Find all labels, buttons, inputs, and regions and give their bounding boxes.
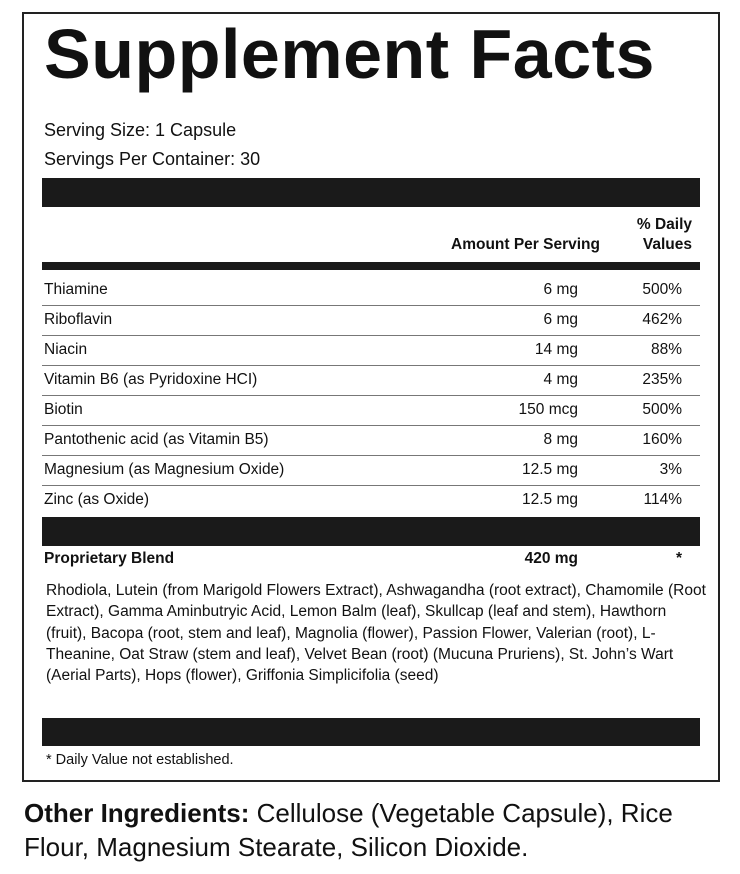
nutrient-dv: 462% — [642, 311, 682, 328]
nutrient-name: Vitamin B6 (as Pyridoxine HCI) — [44, 371, 258, 388]
nutrient-row: Pantothenic acid (as Vitamin B5) 8 mg 160% — [42, 425, 700, 456]
nutrient-name: Zinc (as Oxide) — [44, 491, 150, 508]
nutrient-amount: 8 mg — [543, 431, 578, 448]
nutrient-row: Zinc (as Oxide) 12.5 mg 114% — [42, 485, 700, 515]
blend-dv: * — [675, 550, 682, 567]
blend-name: Proprietary Blend — [44, 550, 175, 567]
nutrient-row: Thiamine 6 mg 500% — [42, 275, 700, 306]
footnote: * Daily Value not established. — [46, 752, 234, 768]
divider-bar — [42, 178, 700, 207]
servings-per-container: Servings Per Container: 30 — [44, 149, 261, 169]
nutrient-amount: 150 mcg — [518, 401, 578, 418]
nutrient-dv: 114% — [643, 491, 683, 508]
divider-bar — [42, 517, 700, 546]
nutrient-row: Biotin 150 mcg 500% — [42, 395, 700, 426]
nutrient-name: Thiamine — [44, 281, 108, 298]
other-ingredients-text: Cellulose (Vegetable Capsule), Rice Flou… — [24, 798, 673, 862]
dv-header-line2: Values — [642, 236, 692, 253]
nutrient-amount: 12.5 mg — [521, 491, 578, 508]
other-ingredients: Other Ingredients: Cellulose (Vegetable … — [24, 796, 724, 864]
nutrient-dv: 500% — [642, 281, 682, 298]
divider-bar — [42, 718, 700, 746]
thick-divider — [42, 262, 700, 270]
dv-header-line1: % Daily — [636, 216, 692, 233]
page-title: Supplement Facts — [44, 15, 655, 93]
facts-panel — [22, 12, 720, 782]
nutrient-amount: 14 mg — [534, 341, 578, 358]
serving-size: Serving Size: 1 Capsule — [44, 120, 237, 140]
nutrient-row: Riboflavin 6 mg 462% — [42, 305, 700, 336]
nutrient-amount: 12.5 mg — [521, 461, 578, 478]
nutrient-name: Pantothenic acid (as Vitamin B5) — [44, 431, 269, 448]
nutrient-dv: 500% — [642, 401, 682, 418]
nutrient-row: Magnesium (as Magnesium Oxide) 12.5 mg 3% — [42, 455, 700, 486]
blend-amount: 420 mg — [524, 550, 578, 567]
nutrient-dv: 88% — [650, 341, 682, 358]
nutrient-row: Vitamin B6 (as Pyridoxine HCI) 4 mg 235% — [42, 365, 700, 396]
nutrient-amount: 6 mg — [543, 311, 578, 328]
nutrient-name: Magnesium (as Magnesium Oxide) — [44, 461, 285, 478]
nutrient-row: Niacin 14 mg 88% — [42, 335, 700, 366]
nutrient-dv: 235% — [642, 371, 682, 388]
blend-ingredients: Rhodiola, Lutein (from Marigold Flowers … — [46, 582, 706, 685]
amount-header: Amount Per Serving — [451, 236, 600, 253]
other-ingredients-label: Other Ingredients: — [24, 798, 250, 828]
nutrient-dv: 160% — [642, 431, 682, 448]
nutrient-amount: 6 mg — [543, 281, 578, 298]
proprietary-blend-row: Proprietary Blend 420 mg * — [44, 550, 700, 568]
nutrient-name: Niacin — [44, 341, 88, 358]
nutrient-amount: 4 mg — [543, 371, 578, 388]
dv-header: % Daily Values — [637, 215, 692, 255]
nutrient-name: Biotin — [44, 401, 83, 418]
nutrient-name: Riboflavin — [44, 311, 113, 328]
nutrient-dv: 3% — [659, 461, 682, 478]
